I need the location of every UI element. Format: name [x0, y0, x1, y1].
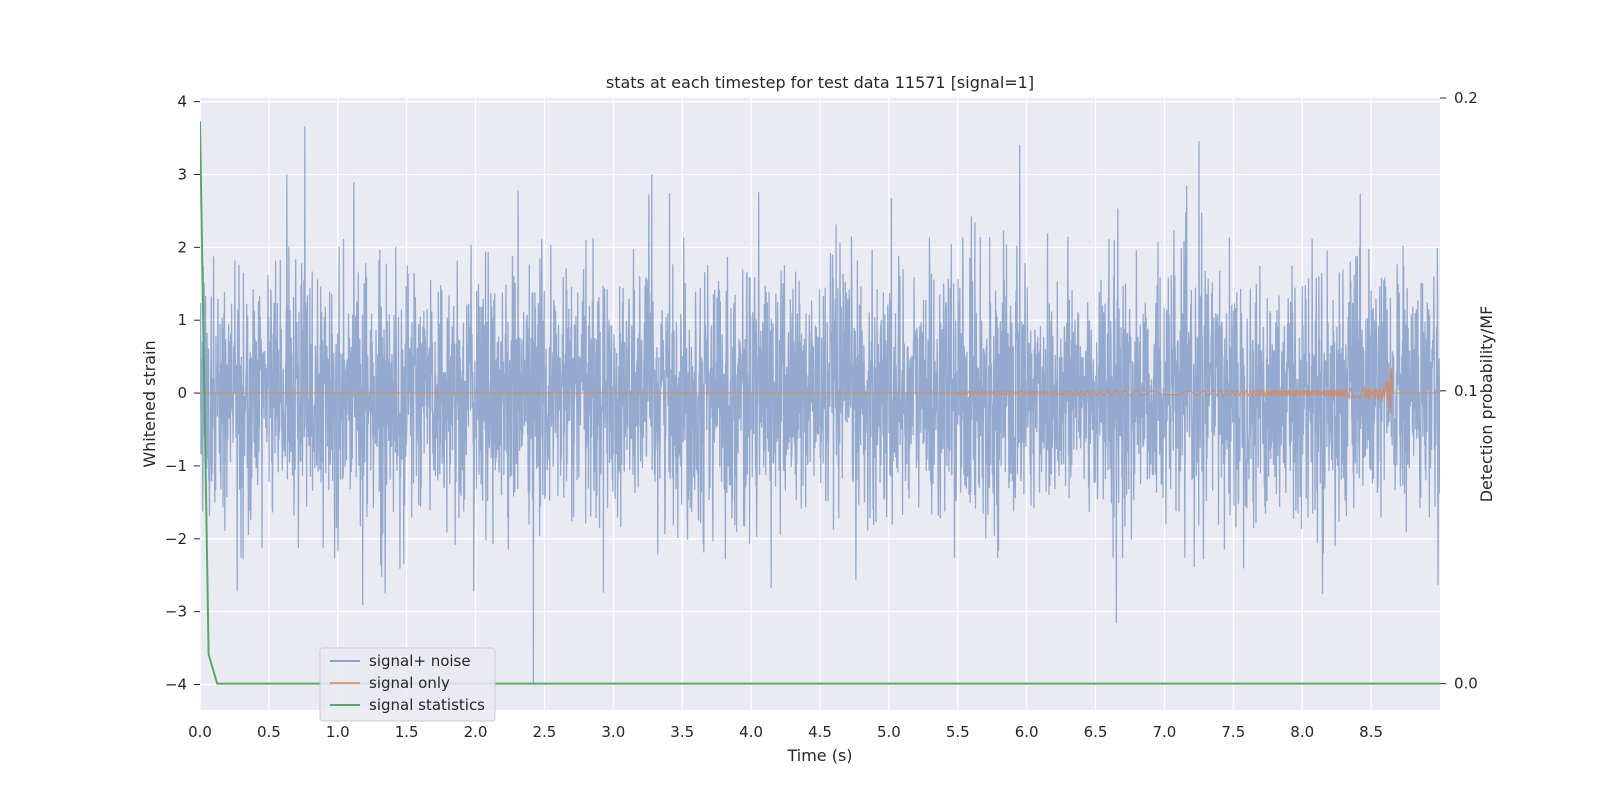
x-tick-label: 7.0 [1153, 723, 1177, 741]
y-tick-label: 4 [177, 93, 187, 111]
y2-tick-label: 0.1 [1454, 382, 1478, 400]
x-tick-label: 0.0 [188, 723, 212, 741]
legend-entry-signal-noise: signal+ noise [330, 652, 471, 670]
x-tick-label: 5.5 [946, 723, 970, 741]
x-tick-label: 8.5 [1359, 723, 1383, 741]
y-tick-label: −3 [165, 603, 187, 621]
x-tick-label: 0.5 [257, 723, 281, 741]
series-area [200, 121, 1440, 686]
series-line-signal-noise [200, 126, 1440, 686]
x-tick-label: 8.0 [1290, 723, 1314, 741]
y2-tick-label: 0.2 [1454, 89, 1478, 107]
y2-tick-label: 0.0 [1454, 675, 1478, 693]
x-tick-label: 1.5 [395, 723, 419, 741]
x-tick-label: 6.0 [1015, 723, 1039, 741]
chart-title: stats at each timestep for test data 115… [606, 73, 1034, 92]
y-tick-label: 2 [177, 238, 187, 256]
x-tick-label: 1.0 [326, 723, 350, 741]
x-tick-label: 7.5 [1221, 723, 1245, 741]
x-tick-label: 4.5 [808, 723, 832, 741]
legend: signal+ noise signal only signal statist… [319, 647, 496, 722]
x-tick-label: 3.0 [601, 723, 625, 741]
y-tick-label: −1 [165, 457, 187, 475]
legend-entry-signal-only: signal only [330, 674, 450, 692]
legend-entry-signal-statistics: signal statistics [330, 696, 485, 714]
x-axis-label: Time (s) [786, 746, 852, 765]
series-line-signal-only [200, 367, 1440, 414]
legend-box [319, 647, 496, 722]
legend-label-signal-statistics: signal statistics [369, 696, 485, 714]
axis-ticks: 0.0 0.5 1.0 1.5 2.0 2.5 3.0 3.5 4.0 4.5 5.0 5.5 6.0 6… [165, 89, 1478, 741]
x-tick-label: 5.0 [877, 723, 901, 741]
x-tick-label: 3.5 [670, 723, 694, 741]
series-line-signal-statistics [200, 121, 1440, 685]
y-tick-label: −2 [165, 530, 187, 548]
y-axis-label: Whitened strain [140, 340, 159, 467]
y-tick-label: 3 [177, 166, 187, 184]
x-tick-label: 4.0 [739, 723, 763, 741]
y-tick-label: 0 [177, 384, 187, 402]
legend-label-signal-only: signal only [369, 674, 450, 692]
y-tick-label: −4 [165, 676, 187, 694]
x-tick-label: 2.5 [533, 723, 557, 741]
y-tick-label: 1 [177, 311, 187, 329]
x-tick-label: 6.5 [1084, 723, 1108, 741]
x-tick-label: 2.0 [464, 723, 488, 741]
y2-axis-label: Detection probability/MF [1477, 306, 1496, 503]
legend-label-signal-noise: signal+ noise [369, 652, 471, 670]
